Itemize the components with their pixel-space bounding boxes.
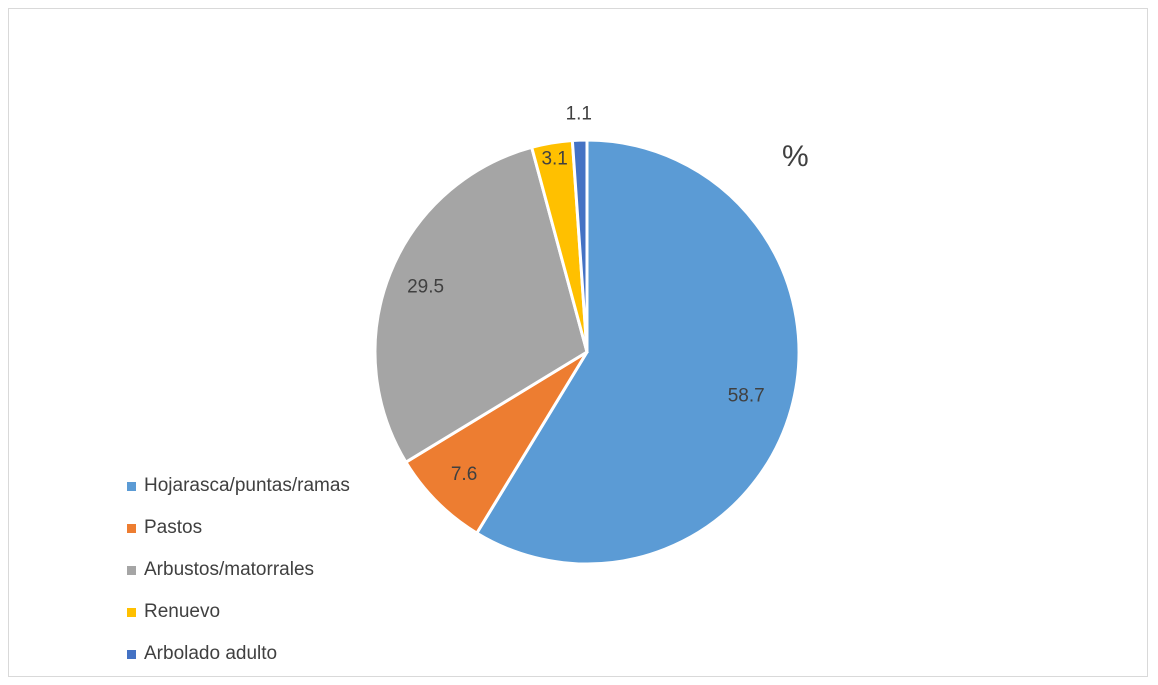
legend-label: Arbustos/matorrales <box>144 559 315 580</box>
legend-item: Arbustos/matorrales <box>127 549 350 591</box>
pie-slice-1 <box>403 350 589 536</box>
legend-swatch <box>127 649 136 659</box>
pie-data-label-2: 29.5 <box>407 277 444 298</box>
pie-slice-4 <box>570 138 589 353</box>
pie-data-label-0: 58.7 <box>728 386 765 407</box>
chart-title: % <box>782 140 809 173</box>
pie-data-label-3: 3.1 <box>541 149 567 170</box>
legend-swatch <box>127 523 136 533</box>
pie-data-label-1: 7.6 <box>451 464 477 485</box>
legend-item: Pastos <box>127 507 350 549</box>
legend-label: Arbolado adulto <box>144 643 278 664</box>
legend-item: Renuevo <box>127 591 350 633</box>
legend-item: Arbolado adulto <box>127 633 350 675</box>
pie-slice-2 <box>373 145 589 465</box>
pie-data-label-4: 1.1 <box>566 104 592 125</box>
legend: Hojarasca/puntas/ramas Pastos Arbustos/mat… <box>127 465 350 675</box>
legend-label: Hojarasca/puntas/ramas <box>144 475 350 496</box>
legend-swatch <box>127 607 136 617</box>
pie-slices <box>373 138 801 566</box>
legend-item: Hojarasca/puntas/ramas <box>127 465 350 507</box>
legend-label: Pastos <box>144 517 203 538</box>
legend-swatch <box>127 565 136 575</box>
legend-swatch <box>127 481 136 491</box>
pie-data-labels: 58.7 7.6 29.5 3.1 1.1 <box>407 104 765 485</box>
legend-label: Renuevo <box>144 601 221 622</box>
pie-slice-0 <box>474 138 801 566</box>
